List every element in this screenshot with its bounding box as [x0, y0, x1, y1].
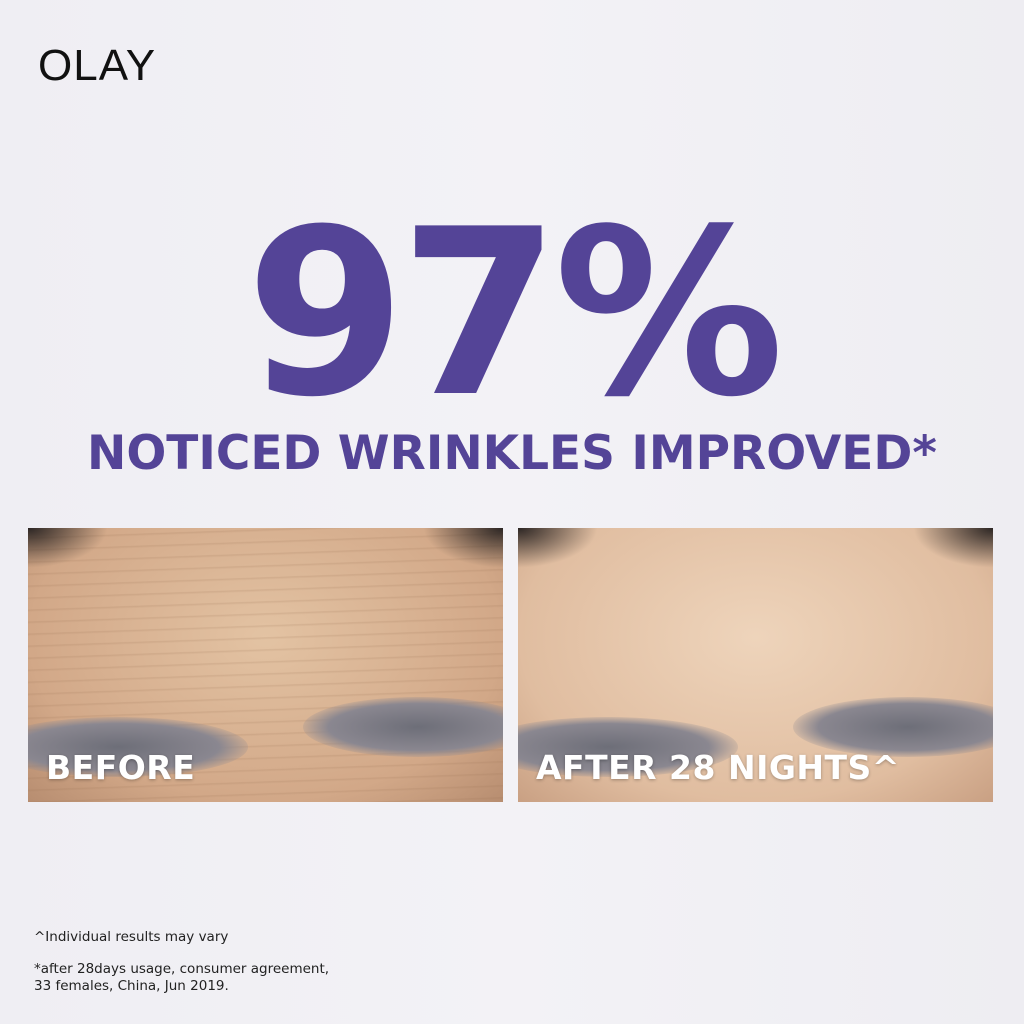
headline-subtitle: NOTICED WRINKLES IMPROVED* — [86, 426, 938, 481]
eyebrow-right — [793, 697, 993, 757]
eyebrow-left — [518, 717, 738, 777]
after-photo: AFTER 28 NIGHTS^ — [518, 528, 993, 802]
eyebrow-right — [303, 697, 503, 757]
hairline — [518, 528, 598, 568]
before-label: BEFORE — [46, 748, 196, 787]
hairline — [28, 528, 108, 568]
after-label: AFTER 28 NIGHTS^ — [536, 748, 900, 787]
olay-logo: OLAY — [38, 41, 157, 90]
footnote-study-line1: *after 28days usage, consumer agreement, — [34, 961, 330, 977]
hairline — [423, 528, 503, 568]
eyebrow-left — [28, 717, 248, 777]
headline-stat: 97% — [245, 181, 785, 448]
footnote-study-line2: 33 females, China, Jun 2019. — [34, 978, 229, 994]
hairline — [913, 528, 993, 568]
before-photo: BEFORE — [28, 528, 503, 802]
footnote-results: ^Individual results may vary — [34, 929, 229, 945]
